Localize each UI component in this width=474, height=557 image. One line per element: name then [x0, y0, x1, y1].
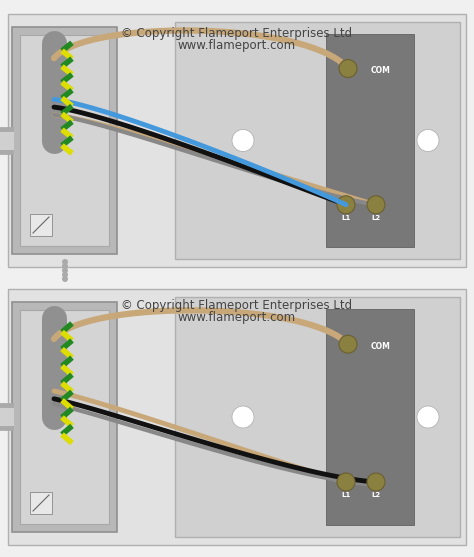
Circle shape [232, 406, 254, 428]
Bar [20, 310, 109, 524]
Bar [326, 34, 414, 247]
Circle shape [339, 335, 357, 353]
Text: L2: L2 [372, 215, 381, 221]
Circle shape [62, 276, 68, 282]
Bar [30, 492, 52, 514]
Circle shape [232, 129, 254, 152]
Text: L1: L1 [341, 215, 351, 221]
Circle shape [337, 196, 355, 214]
Circle shape [417, 406, 439, 428]
Circle shape [367, 473, 385, 491]
Circle shape [337, 473, 355, 491]
Bar [8, 289, 466, 545]
Bar [20, 35, 109, 246]
Circle shape [339, 60, 357, 77]
Circle shape [62, 267, 68, 273]
Circle shape [62, 263, 68, 269]
Bar [8, 14, 466, 267]
Text: www.flameport.com: www.flameport.com [178, 311, 296, 324]
Circle shape [62, 272, 68, 278]
Text: L2: L2 [372, 492, 381, 498]
Circle shape [417, 129, 439, 152]
Bar [12, 302, 117, 532]
Circle shape [367, 196, 385, 214]
Bar [326, 309, 414, 525]
Text: © Copyright Flameport Enterprises Ltd: © Copyright Flameport Enterprises Ltd [121, 299, 353, 312]
Circle shape [62, 259, 68, 265]
Text: COM: COM [371, 66, 391, 75]
Bar [30, 214, 52, 236]
Text: L1: L1 [341, 492, 351, 498]
Bar [175, 22, 460, 259]
Bar [12, 27, 117, 254]
Text: COM: COM [371, 341, 391, 351]
Bar [175, 297, 460, 537]
Text: www.flameport.com: www.flameport.com [178, 39, 296, 52]
Text: © Copyright Flameport Enterprises Ltd: © Copyright Flameport Enterprises Ltd [121, 27, 353, 40]
